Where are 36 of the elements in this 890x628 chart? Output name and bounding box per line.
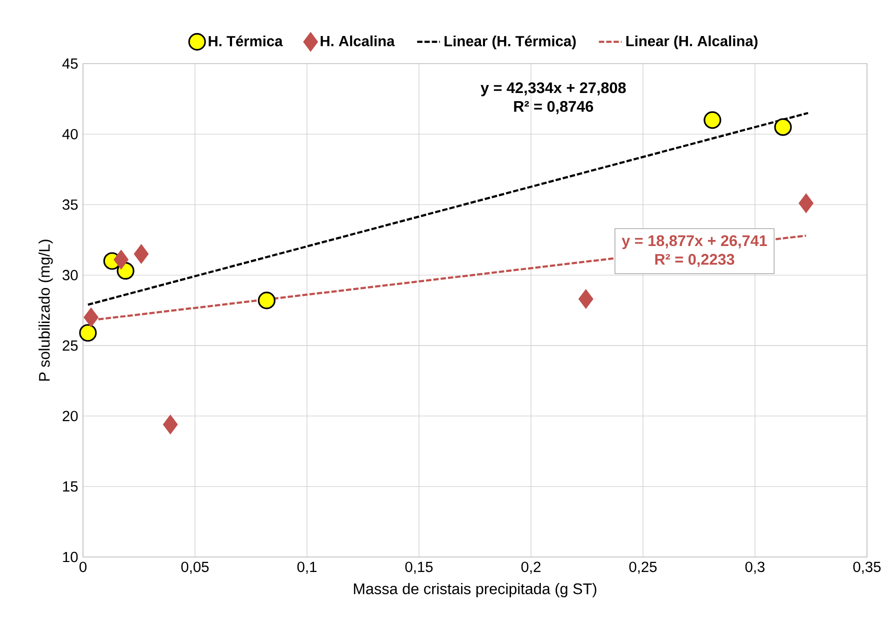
y-tick-label: 30 <box>62 270 78 280</box>
x-axis-title: Massa de cristais precipitada (g ST) <box>354 582 596 598</box>
point <box>84 308 98 327</box>
point <box>134 244 149 264</box>
x-tick-label: 0,1 <box>297 562 316 574</box>
x-tick-label: 0,35 <box>853 562 881 574</box>
point <box>774 118 792 136</box>
y-axis-title: P solubilizado (mg/L) <box>38 240 53 381</box>
point <box>163 415 178 434</box>
legend-label: Linear (H. Alcalina) <box>626 36 758 50</box>
point <box>258 292 276 310</box>
y-tick-label: 15 <box>63 481 78 492</box>
point <box>798 194 814 213</box>
y-tick-label: 20 <box>62 410 78 422</box>
x-tick-label: 0,2 <box>521 562 540 574</box>
y-tick-label: 35 <box>62 199 78 210</box>
annotation: y = 42,334x + 27,808 <box>480 82 626 96</box>
point <box>578 290 594 309</box>
x-tick-label: 0,15 <box>405 562 433 574</box>
legend-label: H. Térmica <box>208 35 283 46</box>
y-tick-label: 10 <box>63 552 78 562</box>
x-tick-label: 0 <box>79 562 86 572</box>
annotation: R² = 0,2233 <box>655 254 734 267</box>
point <box>704 111 722 129</box>
legend-label: Linear (H. Térmica) <box>444 35 576 50</box>
point <box>79 324 97 342</box>
y-tick-label: 40 <box>62 128 78 140</box>
y-tick-label: 25 <box>62 340 78 351</box>
legend-label: H. Alcalina <box>320 36 395 46</box>
annotation: R² = 0,8746 <box>514 100 594 114</box>
x-tick-label: 0,25 <box>629 562 657 574</box>
y-tick-label: 45 <box>62 58 78 69</box>
x-tick-label: 0,05 <box>181 562 209 574</box>
x-tick-label: 0,3 <box>745 562 765 574</box>
point <box>114 250 128 270</box>
annotation: y = 18,877x + 26,741 <box>622 235 767 250</box>
